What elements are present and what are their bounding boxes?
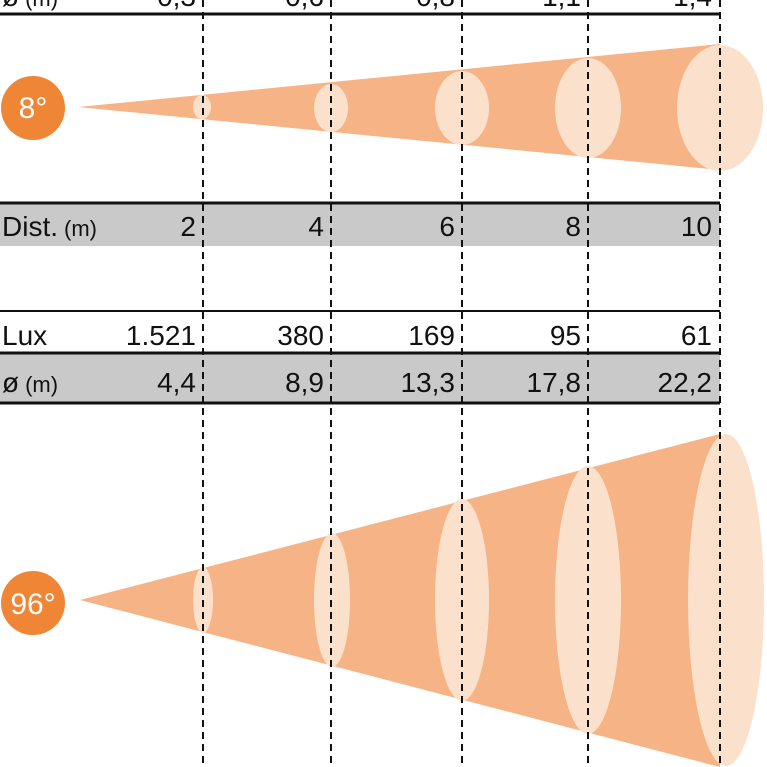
row-band <box>0 204 720 246</box>
cell-value: 13,3 <box>401 367 456 398</box>
cell-value: 17,8 <box>527 367 582 398</box>
beam-cone <box>80 434 720 767</box>
row-label: Dist. (m) <box>2 211 97 242</box>
cell-value: 380 <box>277 320 324 351</box>
row-label: ø (m) <box>2 0 58 12</box>
row-label-text: ø <box>2 367 19 398</box>
cell-value: 1,4 <box>673 0 712 12</box>
cell-value: 10 <box>681 211 712 242</box>
cell-value: 0,6 <box>285 0 324 12</box>
row-label-text: Lux <box>2 320 47 351</box>
beam-section <box>688 434 764 766</box>
cell-value: 22,2 <box>658 367 713 398</box>
angle-label: 8° <box>19 92 48 125</box>
diameter-row-top: ø (m) 0,3 0,6 0,8 1,1 1,4 <box>2 0 712 12</box>
cell-value: 8 <box>565 211 581 242</box>
row-band <box>0 354 720 402</box>
row-unit: (m) <box>25 372 58 397</box>
cell-value: 95 <box>550 320 581 351</box>
distance-row: Dist. (m) 2 4 6 8 10 <box>2 211 712 242</box>
cell-value: 2 <box>180 211 196 242</box>
lux-row: Lux 1.521 380 169 95 61 <box>2 320 712 351</box>
cell-value: 0,3 <box>157 0 196 12</box>
column-dividers <box>202 0 721 767</box>
beam-section <box>193 95 211 119</box>
row-label-text: Dist. <box>2 211 58 242</box>
cell-value: 169 <box>408 320 455 351</box>
cell-value: 4,4 <box>157 367 196 398</box>
cell-value: 0,8 <box>416 0 455 12</box>
diameter-row: ø (m) 4,4 8,9 13,3 17,8 22,2 <box>2 367 712 398</box>
row-label: Lux <box>2 320 47 351</box>
angle-badge <box>1 571 65 635</box>
row-label: ø(m) <box>2 367 58 398</box>
cell-value: 4 <box>308 211 324 242</box>
row-unit: (m) <box>25 0 58 11</box>
angle-badge <box>1 76 65 140</box>
row-unit: (m) <box>64 216 97 241</box>
angle-label: 96° <box>10 588 55 621</box>
row-label-text: ø <box>2 0 19 12</box>
cell-value: 1.521 <box>126 320 196 351</box>
cell-value: 61 <box>681 320 712 351</box>
cell-value: 6 <box>439 211 455 242</box>
beam-cone <box>78 44 720 170</box>
cell-value: 1,1 <box>542 0 581 12</box>
cell-value: 8,9 <box>285 367 324 398</box>
